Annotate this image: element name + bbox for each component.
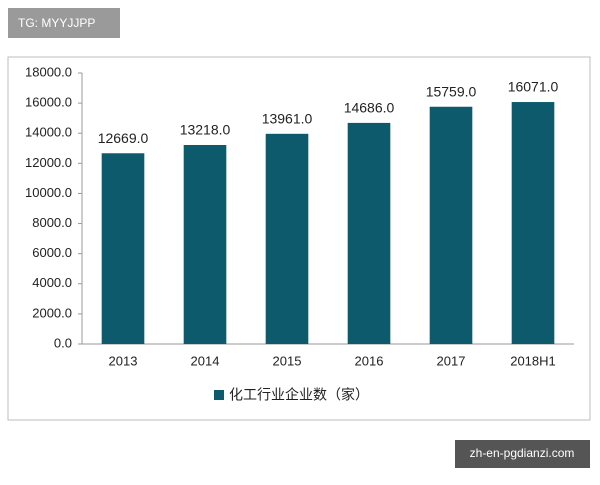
y-tick-label: 12000.0 [25,155,72,170]
watermark-box [8,8,120,38]
y-tick-label: 10000.0 [25,185,72,200]
y-tick-label: 2000.0 [32,305,72,320]
y-tick-label: 14000.0 [25,125,72,140]
value-label: 13961.0 [262,111,313,127]
value-label: 14686.0 [344,100,395,116]
watermark: zh-en-pgdianzi.com [470,446,575,460]
y-tick-label: 18000.0 [25,64,72,79]
bar [347,122,391,345]
value-label: 13218.0 [180,122,231,138]
bar [429,106,473,344]
legend-label: 化工行业企业数（家） [229,387,369,403]
y-tick-label: 8000.0 [32,215,72,230]
value-label: 15759.0 [426,83,477,99]
value-label: 16071.0 [508,79,559,95]
chart-frame [7,56,591,421]
y-tick-label: 0.0 [54,335,72,350]
y-tick-label: 4000.0 [32,275,72,290]
value-label: 12669.0 [98,130,149,146]
watermark-box [455,440,590,468]
x-tick-label: 2017 [437,353,466,368]
y-tick-label: 16000.0 [25,95,72,110]
bar [183,144,227,344]
x-tick-label: 2014 [191,353,220,368]
watermark: TG: MYYJJPP [18,16,95,30]
x-tick-label: 2016 [355,353,384,368]
bar [101,153,145,344]
x-tick-label: 2015 [273,353,302,368]
bar [265,133,309,344]
y-tick-label: 6000.0 [32,245,72,260]
x-tick-label: 2013 [109,353,138,368]
legend-swatch [214,390,224,400]
bar [511,102,555,344]
x-tick-label: 2018H1 [510,353,556,368]
